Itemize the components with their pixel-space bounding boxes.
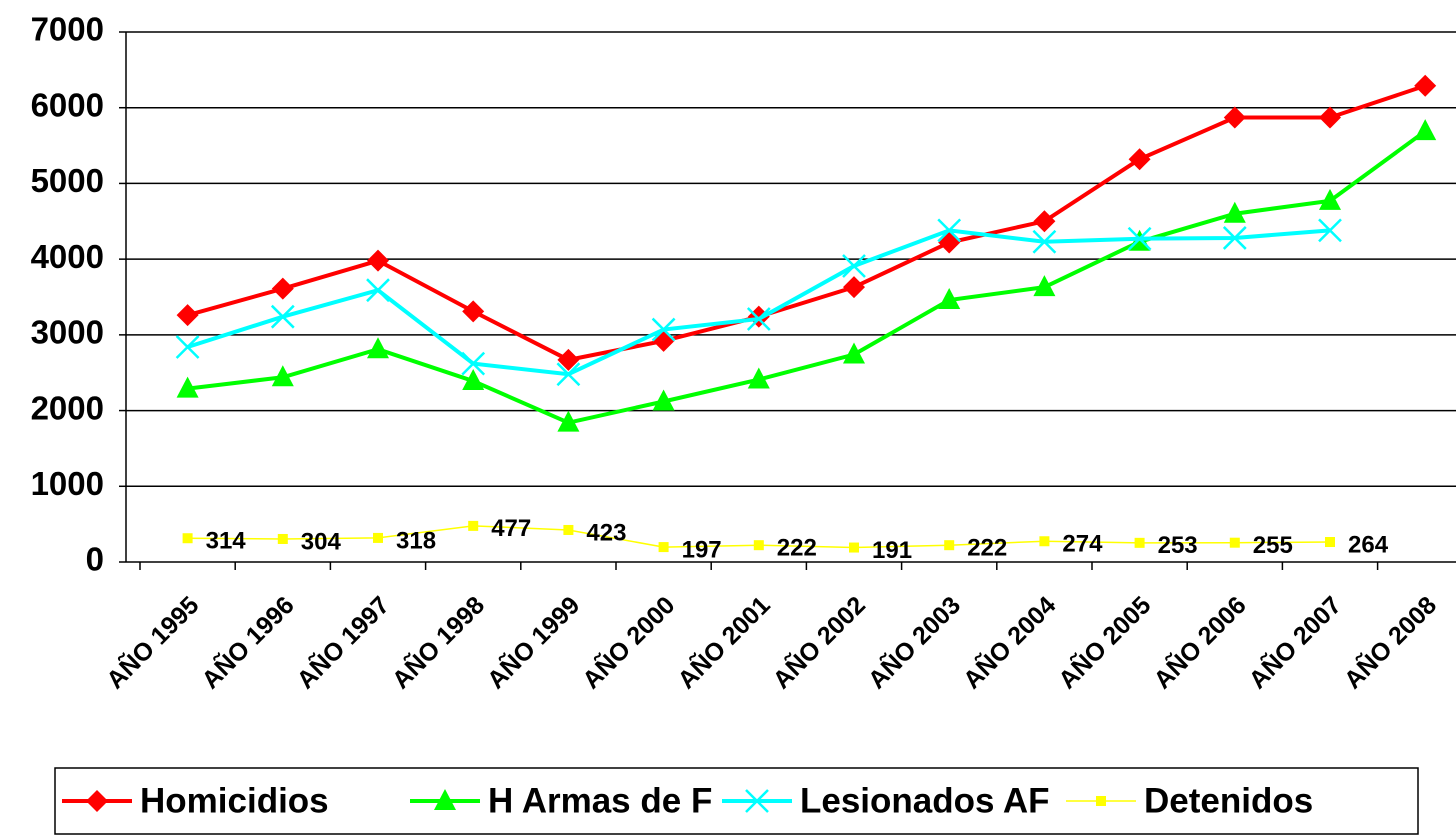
data-label: 477 [491, 515, 531, 542]
data-point [270, 304, 295, 329]
data-point [1319, 188, 1341, 210]
data-point [1222, 226, 1247, 250]
data-point [182, 533, 193, 544]
x-tick-label: AÑO 2003 [861, 590, 966, 695]
data-point [1032, 229, 1057, 254]
y-tick-label: 0 [86, 541, 104, 578]
data-point [938, 288, 961, 310]
data-point [462, 369, 485, 391]
data-point [367, 249, 389, 272]
data-label: 253 [1158, 532, 1198, 559]
data-label: 318 [396, 527, 436, 554]
data-label: 314 [206, 528, 247, 555]
x-tick-label: AÑO 2007 [1242, 590, 1347, 695]
data-point [468, 520, 479, 531]
data-point [1033, 275, 1056, 297]
data-label: 222 [777, 535, 817, 562]
data-point [366, 278, 390, 303]
data-point [557, 348, 580, 371]
legend-marker [86, 790, 108, 812]
data-point [843, 342, 865, 364]
data-point [176, 304, 199, 327]
y-tick-label: 3000 [31, 314, 104, 351]
y-tick-label: 6000 [31, 86, 104, 123]
data-point [842, 254, 866, 278]
data-point [1223, 106, 1246, 129]
data-point [1325, 537, 1335, 548]
data-point [1127, 226, 1152, 251]
y-tick-label: 7000 [31, 11, 104, 48]
data-point [175, 335, 200, 359]
data-point [747, 367, 770, 389]
x-tick-label: AÑO 2000 [576, 590, 681, 695]
x-tick-label: AÑO 2004 [957, 590, 1062, 695]
data-label: 274 [1062, 531, 1103, 558]
data-point [1223, 201, 1246, 223]
data-point [652, 389, 675, 411]
x-tick-label: AÑO 1999 [481, 590, 586, 695]
x-tick-label: AÑO 1998 [385, 590, 490, 695]
data-point [651, 317, 676, 342]
data-point [373, 532, 383, 543]
data-label: 264 [1348, 531, 1389, 558]
data-point [1039, 536, 1050, 547]
x-tick-label: AÑO 2001 [671, 590, 776, 695]
data-point [271, 277, 294, 300]
data-point [462, 300, 485, 323]
x-tick-label: AÑO 1997 [290, 590, 395, 695]
legend-box [54, 767, 1419, 835]
y-tick-label: 5000 [31, 162, 104, 199]
x-tick-label: AÑO 2008 [1337, 590, 1442, 695]
data-point [1033, 210, 1056, 233]
data-label: 197 [682, 536, 722, 563]
legend-label: Lesionados AF [800, 781, 1050, 820]
data-point [937, 218, 962, 243]
x-tick-label: AÑO 1995 [100, 590, 205, 695]
y-tick-label: 1000 [31, 465, 104, 502]
data-label: 255 [1253, 532, 1293, 559]
legend-label: Homicidios [140, 781, 329, 820]
data-point [1128, 148, 1151, 171]
x-tick-label: AÑO 1996 [195, 590, 300, 695]
data-point [1229, 537, 1240, 548]
data-label: 191 [872, 537, 912, 564]
legend-label: Detenidos [1144, 781, 1313, 820]
data-point [1414, 74, 1437, 97]
data-point [1414, 119, 1437, 141]
data-point [843, 276, 865, 299]
data-point [658, 542, 669, 553]
data-point [176, 376, 199, 398]
data-point [753, 540, 764, 551]
data-point [1134, 537, 1145, 548]
data-point [1319, 106, 1341, 129]
y-tick-label: 4000 [31, 238, 104, 275]
data-label: 222 [967, 535, 1007, 562]
data-point [367, 337, 389, 359]
data-point [271, 365, 294, 387]
legend-marker [434, 789, 456, 810]
x-tick-label: AÑO 2005 [1052, 590, 1157, 695]
data-point [849, 542, 859, 553]
data-point [461, 351, 486, 376]
data-point [277, 533, 288, 544]
series-line [187, 129, 1427, 425]
data-label: 304 [301, 528, 342, 555]
data-point [556, 362, 581, 387]
series-line [187, 83, 1426, 362]
data-point [1318, 218, 1342, 243]
data-point [557, 410, 580, 432]
legend-label: H Armas de F [488, 781, 712, 820]
legend-marker [1096, 796, 1106, 806]
legend-marker [745, 789, 769, 813]
y-tick-label: 2000 [31, 389, 104, 426]
data-label: 423 [586, 519, 626, 546]
data-point [944, 540, 955, 551]
series-line [186, 228, 1331, 377]
x-tick-label: AÑO 2002 [766, 590, 871, 695]
data-point [746, 307, 771, 331]
x-tick-label: AÑO 2006 [1147, 590, 1252, 695]
data-point [563, 524, 574, 535]
